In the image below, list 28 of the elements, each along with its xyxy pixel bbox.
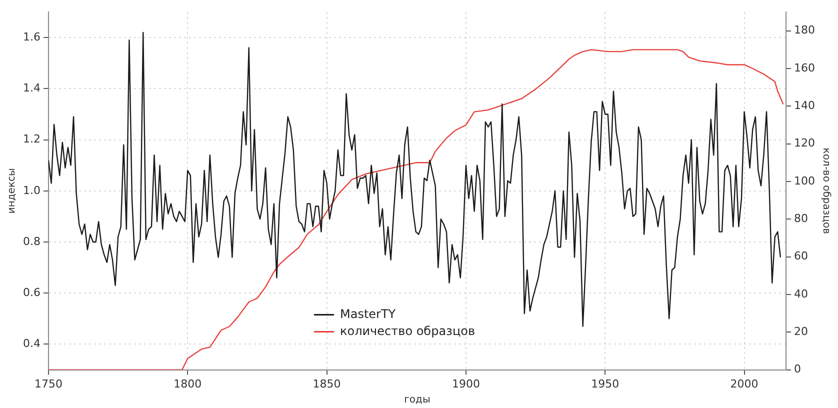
y-tick-label: 1.0	[22, 184, 40, 197]
y2-tick-label: 140	[794, 99, 816, 112]
x-axis-title: годы	[404, 394, 430, 406]
y-tick-label: 1.6	[22, 30, 40, 44]
y2-tick-label: 60	[794, 250, 808, 263]
x-tick-label: 1800	[174, 377, 202, 390]
y-tick-label: 0.4	[22, 337, 40, 350]
y2-tick-label: 120	[794, 136, 816, 150]
y2-tick-label: 20	[794, 324, 808, 338]
y2-tick-label: 0	[794, 362, 802, 376]
y2-tick-label: 180	[794, 24, 816, 37]
y-tick-label: 1.2	[22, 132, 40, 146]
legend-label: MasterTY	[340, 306, 396, 321]
y-tick-label: 0.8	[22, 234, 40, 248]
x-tick-label: 2000	[730, 377, 758, 390]
y-axis-title: индексы	[6, 168, 18, 214]
x-tick-label: 1900	[452, 377, 480, 390]
y-tick-label: 0.6	[22, 286, 40, 299]
y2-axis-title: кол-во образцов	[820, 148, 832, 234]
y2-tick-label: 160	[794, 61, 816, 74]
x-tick-label: 1950	[591, 377, 620, 390]
y2-tick-label: 40	[794, 287, 808, 300]
x-tick-label: 1850	[312, 377, 341, 390]
legend-label: количество образцов	[340, 324, 476, 338]
y2-tick-label: 100	[794, 174, 816, 188]
x-tick-label: 1750	[34, 377, 62, 390]
y-tick-label: 1.4	[22, 82, 40, 95]
y2-tick-label: 80	[794, 212, 808, 226]
